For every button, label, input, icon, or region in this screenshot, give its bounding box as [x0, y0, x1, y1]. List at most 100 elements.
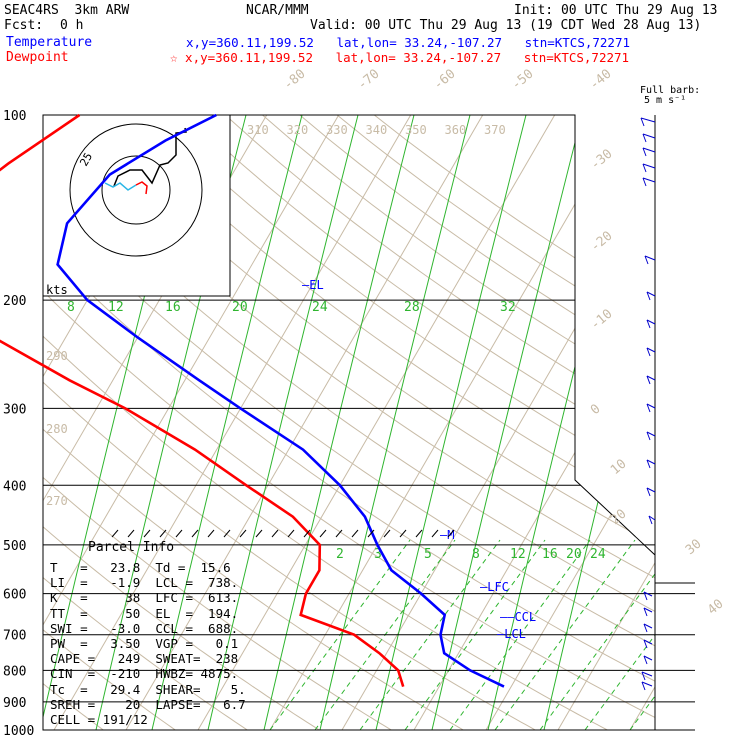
- dry-adiabat: [113, 115, 655, 730]
- wind-barb-flag: [640, 117, 645, 127]
- barb-legend-units: 5 m s⁻¹: [644, 95, 687, 106]
- level-marker-ccl: ——CCL: [500, 610, 536, 624]
- surface-tick: [207, 529, 215, 538]
- wind-barb-flag: [646, 291, 651, 301]
- hodograph-ring-outer: [69, 123, 203, 257]
- theta-label: 370: [484, 123, 506, 137]
- isotherm-line: [43, 115, 340, 730]
- pressure-tick-label: 600: [3, 588, 26, 603]
- mixing-ratio-line: [629, 539, 655, 730]
- level-marker-lfc: —LFC: [480, 580, 509, 594]
- pressure-tick-label: 300: [3, 402, 26, 417]
- dry-adiabat: [43, 115, 320, 730]
- temperature-legend: Temperature: [6, 35, 93, 50]
- dry-adiabat: [43, 115, 536, 730]
- isotherm-line: [557, 115, 655, 730]
- pressure-tick-label: 1000: [3, 724, 34, 739]
- temperature-location: x,y=360.11,199.52 lat,lon= 33.24,-107.27…: [186, 35, 631, 50]
- mixing-ratio-label: 24: [590, 547, 606, 562]
- wind-barb: [642, 177, 656, 183]
- isotherm-label: 0: [588, 402, 604, 419]
- parcel-info-row: CAPE = 249 SWEAT= 238: [50, 651, 239, 667]
- surface-tick: [303, 529, 311, 538]
- temperature-profile: [56, 113, 505, 688]
- fcst-label: Fcst:: [4, 18, 44, 33]
- parcel-info-row: CIN = -210 HWBZ= 4875.: [50, 666, 239, 682]
- isotherm-label: -50: [509, 66, 537, 93]
- wind-barb-flag: [643, 623, 648, 633]
- mixing-ratio-label: 8: [67, 300, 75, 315]
- wind-barb-flag: [642, 133, 647, 143]
- mixing-ratio-label: 12: [510, 547, 526, 562]
- isotherm-line: [413, 115, 655, 730]
- mixing-ratio-label: 8: [472, 547, 480, 562]
- surface-tick: [159, 529, 167, 538]
- mixing-ratio-label: 28: [404, 300, 420, 315]
- theta-label: 290: [46, 349, 68, 363]
- hodograph-ring-inner: [101, 155, 171, 225]
- surface-tick: [367, 529, 375, 538]
- surface-tick: [223, 529, 231, 538]
- surface-tick: [351, 529, 359, 538]
- pressure-tick-label: 400: [3, 479, 26, 494]
- theta-label: 320: [287, 123, 309, 137]
- surface-tick: [127, 529, 135, 538]
- mixing-ratio-label: 16: [165, 300, 181, 315]
- moist-adiabat: [375, 115, 527, 730]
- mixing-ratio-label: 5: [424, 547, 432, 562]
- isotherm-label: -20: [588, 228, 616, 255]
- wind-barb: [643, 607, 653, 613]
- pressure-tick-label: 800: [3, 664, 26, 679]
- surface-tick: [383, 529, 391, 538]
- wind-barb-flag: [646, 487, 651, 497]
- surface-tick: [111, 529, 119, 538]
- moist-adiabat: [543, 115, 655, 730]
- theta-label: 310: [247, 123, 269, 137]
- surface-tick: [399, 529, 407, 538]
- level-marker-m: —M: [440, 528, 454, 542]
- parcel-info-row: T = 23.8 Td = 15.6: [50, 560, 231, 575]
- mixing-ratio-label: 12: [108, 300, 124, 315]
- hodograph-surface-trace: [135, 181, 148, 195]
- parcel-info-row: CELL = 191/12: [50, 712, 148, 727]
- mixing-ratio-label: 32: [500, 300, 516, 315]
- dry-adiabat: [43, 115, 176, 730]
- isotherm-label: -40: [587, 66, 615, 93]
- mixing-ratio-label: 20: [566, 547, 582, 562]
- dry-adiabat: [43, 115, 655, 730]
- dry-adiabat: [43, 115, 248, 730]
- level-marker-el: —EL: [302, 278, 324, 292]
- moist-adiabat: [263, 115, 415, 730]
- pressure-tick-label: 700: [3, 629, 26, 644]
- moist-adiabat: [207, 115, 359, 730]
- wind-barb: [641, 681, 653, 687]
- model-name: SEAC4RS 3km ARW: [4, 3, 130, 18]
- wind-barb-flag: [646, 319, 651, 329]
- mixing-ratio-label: 3: [374, 547, 382, 562]
- wind-barb: [642, 133, 656, 139]
- isotherm-label: 40: [705, 597, 727, 619]
- wind-barb-flag: [644, 255, 649, 265]
- wind-barb-flag: [646, 431, 651, 441]
- wind-barb-flag: [641, 681, 646, 691]
- mixing-ratio-label: 2: [336, 547, 344, 562]
- wind-barb-flag: [642, 177, 647, 187]
- parcel-info-row: TT = 50 EL = 194.: [50, 605, 239, 621]
- wind-barb: [646, 487, 656, 493]
- hodograph-panel: [42, 114, 231, 297]
- wind-barb: [642, 163, 656, 169]
- parcel-info-title: Parcel Info: [88, 540, 175, 555]
- wind-barb: [642, 147, 656, 153]
- wind-barb: [646, 403, 656, 409]
- pressure-tick-label: 500: [3, 539, 26, 554]
- theta-label: 330: [326, 123, 348, 137]
- wind-barb: [646, 431, 656, 437]
- wind-barb: [643, 639, 653, 645]
- level-marker-lcl: —LCL: [497, 627, 526, 641]
- theta-label: 270: [46, 494, 68, 508]
- parcel-info-row: SREH = 20 LAPSE= 6.7: [50, 696, 246, 712]
- wind-barb-flag: [642, 163, 647, 173]
- wind-barb-flag: [641, 671, 646, 681]
- surface-tick: [271, 529, 279, 538]
